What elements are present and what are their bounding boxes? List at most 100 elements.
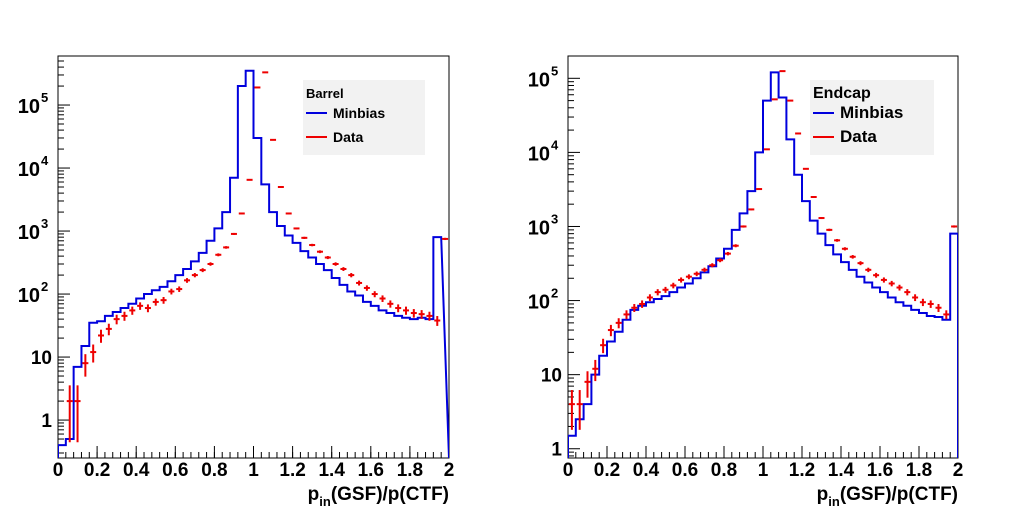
legend-title: Endcap: [813, 85, 871, 102]
series-layer: [568, 70, 958, 458]
y-tick-label: 1: [551, 440, 562, 461]
data-point: [756, 188, 763, 191]
y-tick-label: 10: [18, 96, 40, 118]
legend-title: Barrel: [306, 86, 344, 101]
data-point: [113, 314, 120, 325]
y-tick-label: 10: [18, 285, 40, 307]
y-tick-exponent: 5: [41, 90, 48, 105]
y-tick-exponent: 4: [551, 137, 559, 152]
data-point: [332, 262, 339, 266]
data-point: [896, 284, 903, 291]
data-point: [129, 306, 136, 315]
data-point: [748, 208, 755, 211]
data-point: [395, 304, 402, 313]
data-point: [348, 273, 355, 278]
data-point: [356, 280, 363, 286]
data-point: [293, 227, 300, 230]
x-tick-label: 0.8: [201, 460, 227, 481]
data-point: [639, 300, 646, 308]
data-point: [912, 294, 919, 302]
data-point: [584, 371, 591, 398]
legend-box: [303, 80, 425, 155]
data-point: [176, 286, 183, 292]
data-point: [631, 304, 638, 312]
data-point: [160, 296, 167, 304]
data-point: [324, 256, 331, 260]
minbias-histogram-line: [58, 69, 449, 458]
x-tick-label: 1: [248, 460, 259, 481]
data-point: [301, 236, 308, 239]
data-point: [371, 291, 378, 298]
legend-data-label: Data: [840, 127, 877, 146]
data-point: [919, 298, 926, 307]
x-tick-label: 0.2: [84, 460, 110, 481]
y-tick-exponent: 2: [41, 279, 48, 294]
data-point: [90, 344, 97, 363]
x-tick-label: 1: [758, 460, 769, 481]
data-point: [434, 316, 441, 326]
y-tick-label: 10: [31, 348, 52, 369]
minbias-histogram-line: [568, 71, 958, 458]
legend-minbias-label: Minbias: [840, 103, 903, 122]
x-tick-label: 1.2: [279, 460, 305, 481]
x-tick-label: 0.4: [123, 460, 150, 481]
data-point: [168, 288, 175, 295]
data-point: [387, 300, 394, 308]
data-point: [732, 244, 739, 248]
legend-minbias-label: Minbias: [333, 105, 385, 121]
y-tick-label: 10: [528, 69, 550, 91]
data-point: [426, 311, 433, 321]
data-point: [82, 354, 89, 377]
data-point: [144, 304, 151, 313]
y-tick-exponent: 4: [41, 153, 49, 168]
x-tick-label: 1.4: [828, 460, 855, 481]
data-point: [646, 294, 653, 302]
data-point: [701, 267, 708, 273]
data-point: [246, 178, 253, 181]
data-point: [410, 309, 417, 318]
data-point: [927, 300, 934, 308]
data-point: [678, 277, 685, 283]
data-point: [340, 267, 347, 271]
data-point: [849, 255, 856, 259]
x-tick-label: 0.6: [672, 460, 698, 481]
y-tick-label: 10: [541, 366, 562, 387]
data-point: [724, 251, 731, 256]
data-point: [670, 282, 677, 289]
legend-data-label: Data: [333, 129, 364, 145]
y-tick-exponent: 3: [551, 211, 558, 226]
x-tick-label: 0.8: [711, 460, 737, 481]
data-point: [888, 280, 895, 287]
data-point: [685, 274, 692, 280]
y-tick-label: 10: [528, 143, 550, 165]
data-point: [592, 359, 599, 382]
data-point: [379, 295, 386, 302]
data-point: [795, 132, 802, 135]
data-point: [184, 278, 191, 283]
data-point: [693, 271, 700, 277]
data-point: [309, 243, 316, 247]
data-point: [223, 246, 230, 249]
data-point: [763, 148, 770, 151]
data-point: [857, 261, 864, 266]
data-point: [285, 212, 292, 215]
y-tick-exponent: 5: [551, 63, 558, 78]
y-tick-exponent: 2: [551, 286, 558, 301]
x-tick-label: 1.8: [397, 460, 423, 481]
data-point: [818, 217, 825, 220]
series-layer: [58, 69, 449, 458]
data-point: [600, 338, 607, 354]
legend: Barrel Minbias Data: [303, 80, 425, 155]
data-point: [137, 302, 144, 310]
data-point: [826, 228, 833, 232]
data-point: [662, 286, 669, 293]
data-point: [442, 237, 449, 241]
data-point: [576, 390, 583, 430]
data-point: [418, 310, 425, 319]
x-tick-label: 2: [444, 460, 455, 481]
data-point: [880, 277, 887, 283]
y-tick-label: 10: [528, 217, 550, 239]
